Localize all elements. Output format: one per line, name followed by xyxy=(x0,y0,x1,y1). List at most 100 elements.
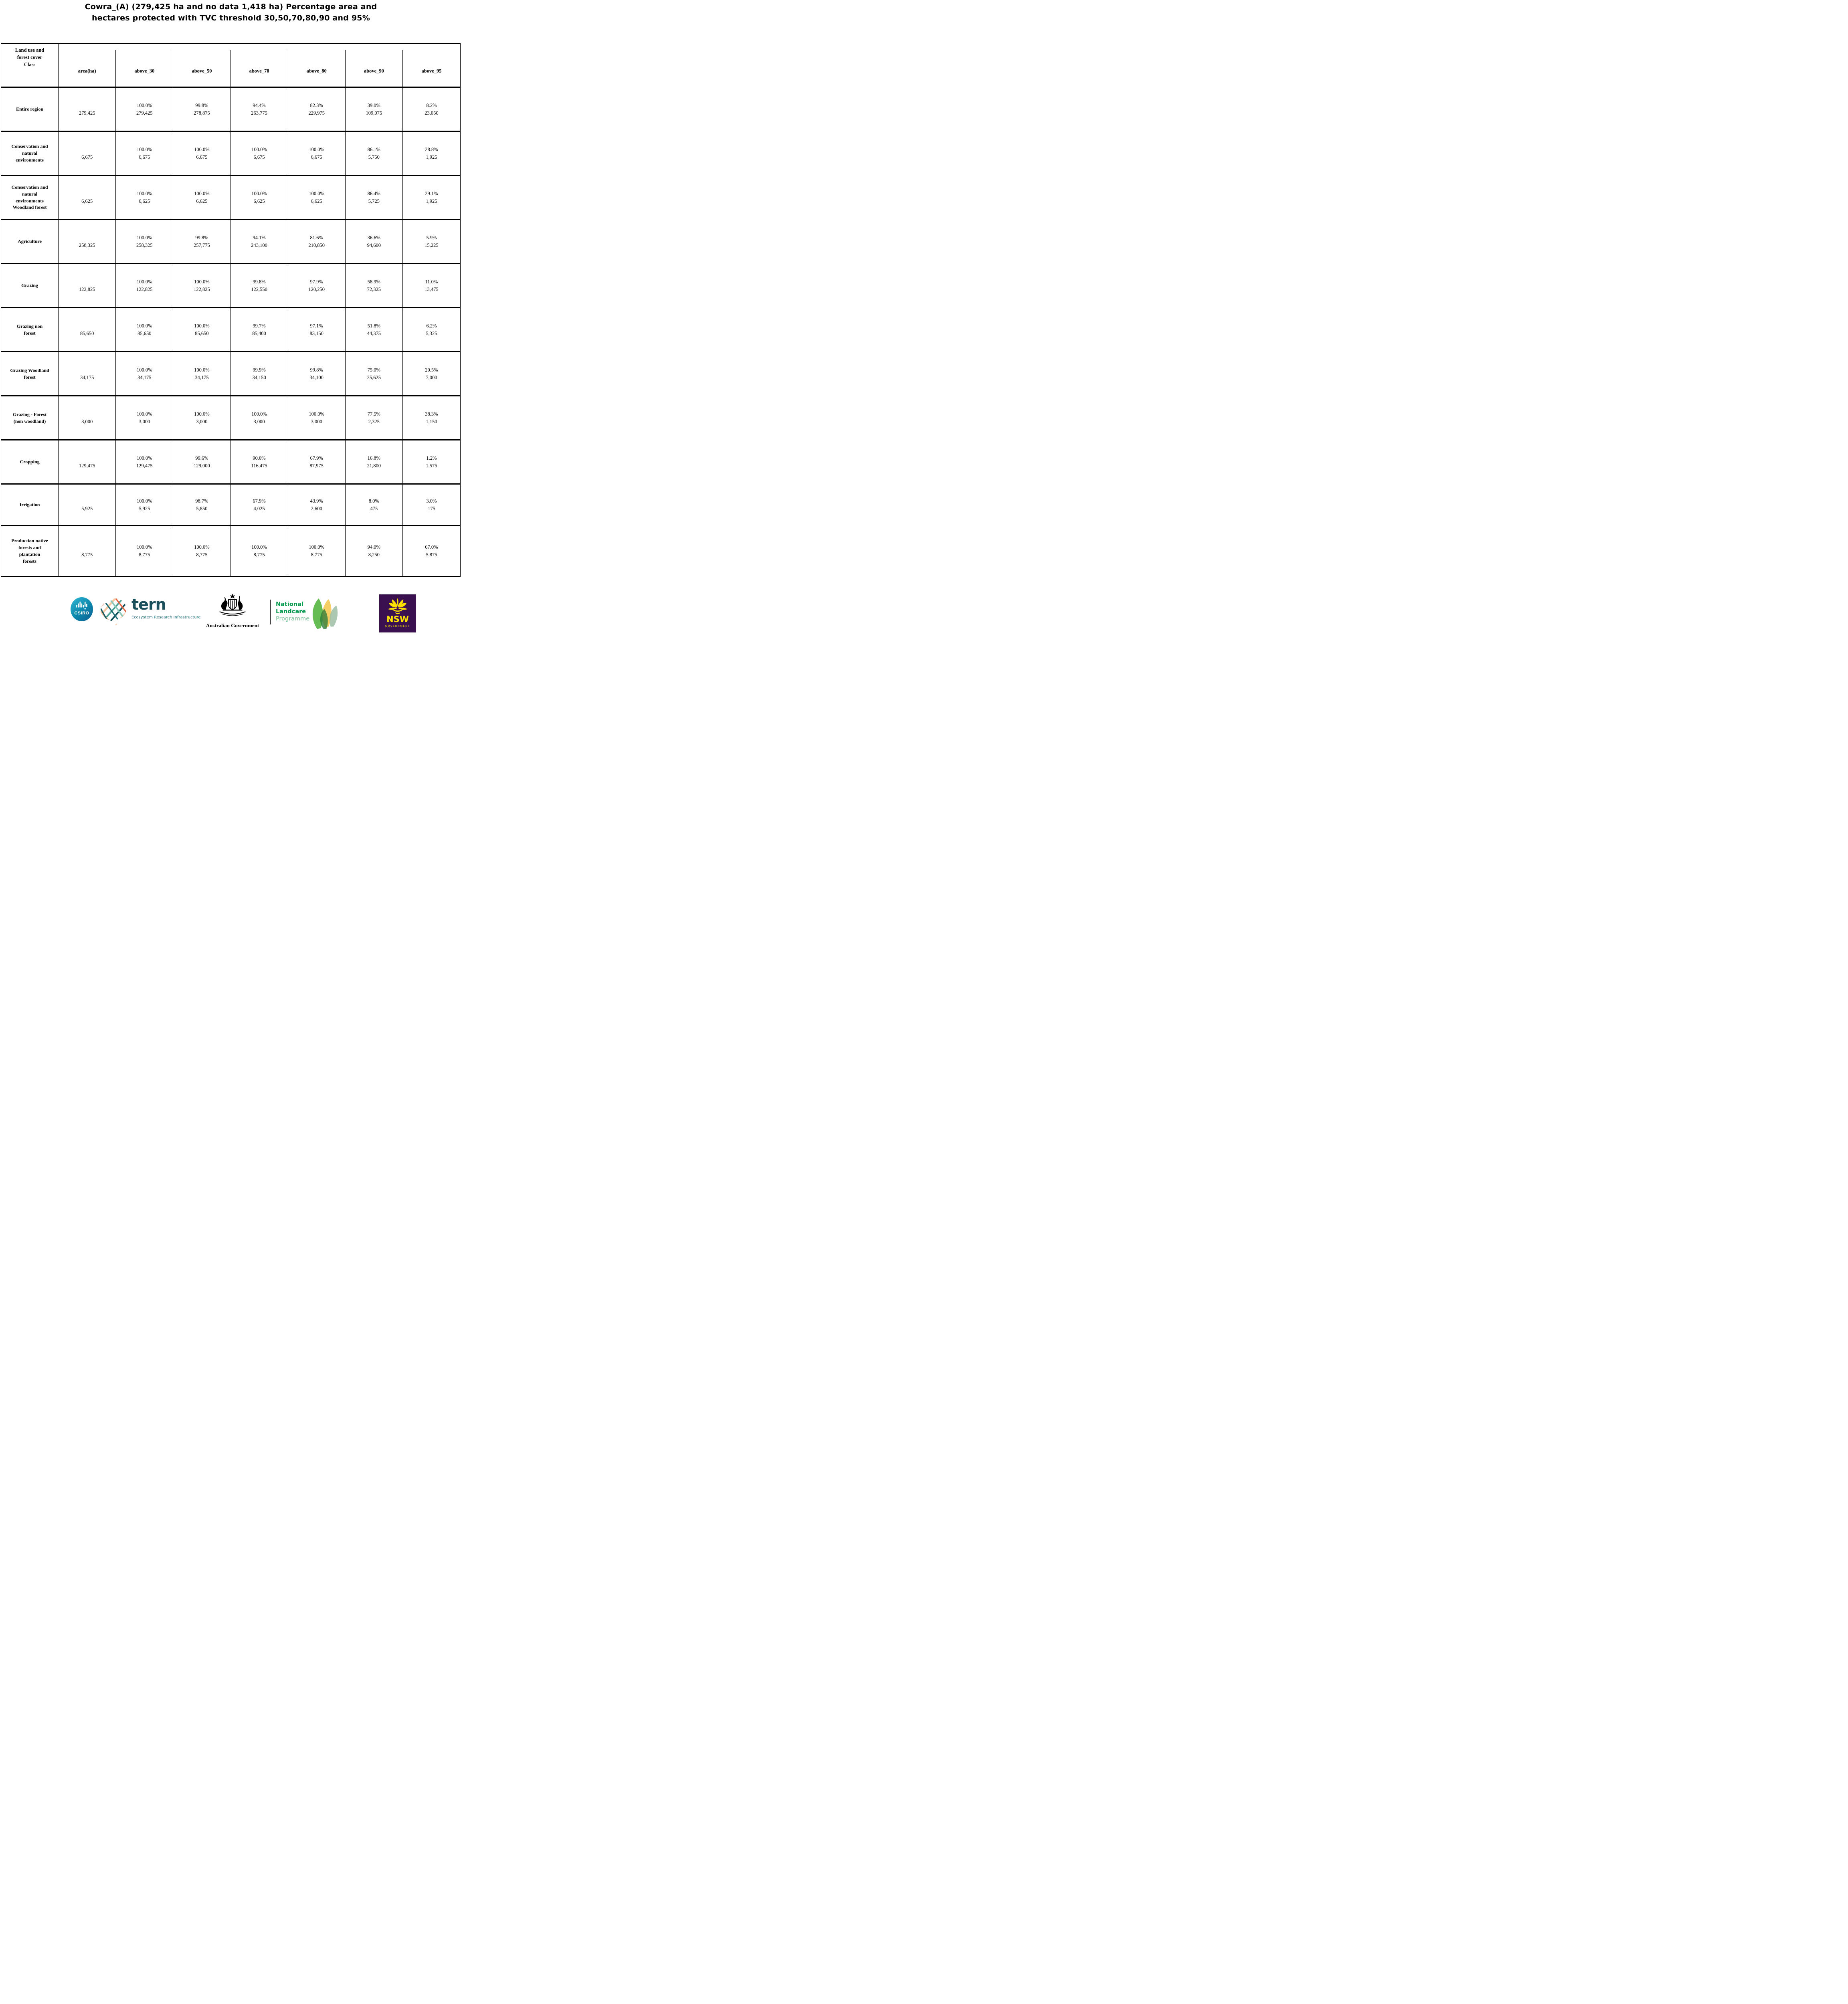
report-page: { "title": "Cowra_(A) (279,425 ha and no… xyxy=(0,0,462,640)
row-label: Production native forests and plantation… xyxy=(1,526,59,576)
ha-value: 3,000 xyxy=(139,418,150,424)
pct-value: 99.7% xyxy=(253,323,266,329)
ha-value: 3,000 xyxy=(253,418,265,424)
ha-value: 23,050 xyxy=(425,110,439,116)
ha-value: 34,100 xyxy=(309,374,324,380)
pct-value: 100.0% xyxy=(137,234,152,240)
ha-value: 279,425 xyxy=(136,110,153,116)
ha-value: 21,800 xyxy=(367,463,381,469)
table-row: Conservation and natural environments 6,6… xyxy=(1,132,460,176)
data-cell: 67.9% 87,975 xyxy=(288,440,346,483)
table-row: Agriculture 258,325 100.0% 258,325 99.8% 257,… xyxy=(1,220,460,264)
area-value: 129,475 xyxy=(79,463,95,469)
area-value: 279,425 xyxy=(79,110,95,116)
data-cell: 100.0% 3,000 xyxy=(116,396,174,439)
pct-value: 94.4% xyxy=(253,102,266,108)
row-label: Entire region xyxy=(1,88,59,131)
ha-value: 6,675 xyxy=(196,154,208,160)
column-header: area(ha) xyxy=(59,50,116,92)
nsw-label: NSW xyxy=(386,614,409,624)
ha-value: 120,250 xyxy=(308,286,325,292)
ha-value: 8,775 xyxy=(253,552,265,558)
pct-value: 100.0% xyxy=(194,411,210,417)
data-cell: 51.8% 44,375 xyxy=(346,308,403,351)
pct-value: 100.0% xyxy=(194,323,210,329)
ha-value: 25,625 xyxy=(367,374,381,380)
national-landcare-logo: National Landcare Programme xyxy=(276,601,309,622)
data-cell: 100.0% 6,625 xyxy=(288,176,346,219)
landcare-line2: Landcare xyxy=(276,608,306,615)
column-header: above_50 xyxy=(173,50,231,92)
ha-value: 34,175 xyxy=(137,374,152,380)
data-cell: 100.0% 6,675 xyxy=(288,132,346,175)
tern-wordmark: tern xyxy=(131,596,166,613)
data-table: Land use and forest cover Class area(ha) a… xyxy=(1,43,461,577)
tern-logo: tern Ecosystem Research Infrastructure xyxy=(131,596,216,620)
pct-value: 100.0% xyxy=(194,190,210,196)
ha-value: 1,575 xyxy=(426,463,437,469)
ha-value: 85,650 xyxy=(137,330,152,336)
area-cell: 8,775 xyxy=(59,526,116,576)
data-cell: 36.6% 94,600 xyxy=(346,220,403,263)
data-cell: 100.0% 5,925 xyxy=(116,485,174,525)
data-cell: 100.0% 129,475 xyxy=(116,440,174,483)
row-label: Conservation and natural environments Wo… xyxy=(1,176,59,219)
data-cell: 39.0% 109,075 xyxy=(346,88,403,131)
ha-value: 5,850 xyxy=(196,505,208,511)
ha-value: 8,250 xyxy=(368,552,380,558)
pct-value: 1.2% xyxy=(426,455,437,461)
ha-value: 6,625 xyxy=(139,198,150,204)
row-label: Grazing xyxy=(1,264,59,307)
data-cell: 100.0% 34,175 xyxy=(116,352,174,395)
nsw-sublabel: GOVERNMENT xyxy=(385,624,410,628)
data-cell: 100.0% 3,000 xyxy=(288,396,346,439)
pct-value: 6.2% xyxy=(426,323,437,329)
pct-value: 100.0% xyxy=(309,190,324,196)
pct-value: 5.9% xyxy=(426,234,437,240)
table-row: Production native forests and plantation… xyxy=(1,526,460,576)
ha-value: 229,975 xyxy=(308,110,325,116)
ha-value: 122,550 xyxy=(251,286,267,292)
data-cell: 100.0% 6,625 xyxy=(231,176,288,219)
ha-value: 116,475 xyxy=(251,463,267,469)
page-title: Cowra_(A) (279,425 ha and no data 1,418 … xyxy=(85,2,377,22)
area-cell: 279,425 xyxy=(59,88,116,131)
pct-value: 28.8% xyxy=(425,146,438,152)
pct-value: 98.7% xyxy=(195,498,208,504)
pct-value: 97.1% xyxy=(310,323,323,329)
pct-value: 100.0% xyxy=(137,544,152,550)
data-cell: 90.0% 116,475 xyxy=(231,440,288,483)
data-cell: 100.0% 85,650 xyxy=(116,308,174,351)
pct-value: 67.9% xyxy=(310,455,323,461)
ha-value: 8,775 xyxy=(311,552,322,558)
pct-value: 99.8% xyxy=(195,102,208,108)
ha-value: 72,325 xyxy=(367,286,381,292)
area-value: 6,625 xyxy=(81,198,93,204)
data-cell: 82.3% 229,975 xyxy=(288,88,346,131)
pct-value: 38.3% xyxy=(425,411,438,417)
pct-value: 100.0% xyxy=(137,323,152,329)
area-value: 122,825 xyxy=(79,286,95,292)
column-header: above_70 xyxy=(231,50,288,92)
pct-value: 43.9% xyxy=(310,498,323,504)
data-cell: 100.0% 258,325 xyxy=(116,220,174,263)
data-cell: 100.0% 3,000 xyxy=(173,396,231,439)
data-cell: 100.0% 122,825 xyxy=(116,264,174,307)
data-cell: 97.1% 83,150 xyxy=(288,308,346,351)
pct-value: 90.0% xyxy=(253,455,266,461)
data-cell: 99.9% 34,150 xyxy=(231,352,288,395)
ha-value: 5,725 xyxy=(368,198,380,204)
ha-value: 129,000 xyxy=(194,463,210,469)
column-header: above_30 xyxy=(116,50,174,92)
pct-value: 100.0% xyxy=(251,411,267,417)
pct-value: 16.8% xyxy=(367,455,380,461)
ha-value: 475 xyxy=(370,505,378,511)
ha-value: 6,675 xyxy=(253,154,265,160)
data-cell: 5.9% 15,225 xyxy=(403,220,460,263)
nsw-government-logo: NSW GOVERNMENT xyxy=(379,594,416,632)
pct-value: 100.0% xyxy=(137,279,152,285)
ha-value: 5,325 xyxy=(426,330,437,336)
data-cell: 100.0% 6,675 xyxy=(231,132,288,175)
row-label: Cropping xyxy=(1,440,59,483)
data-cell: 97.9% 120,250 xyxy=(288,264,346,307)
